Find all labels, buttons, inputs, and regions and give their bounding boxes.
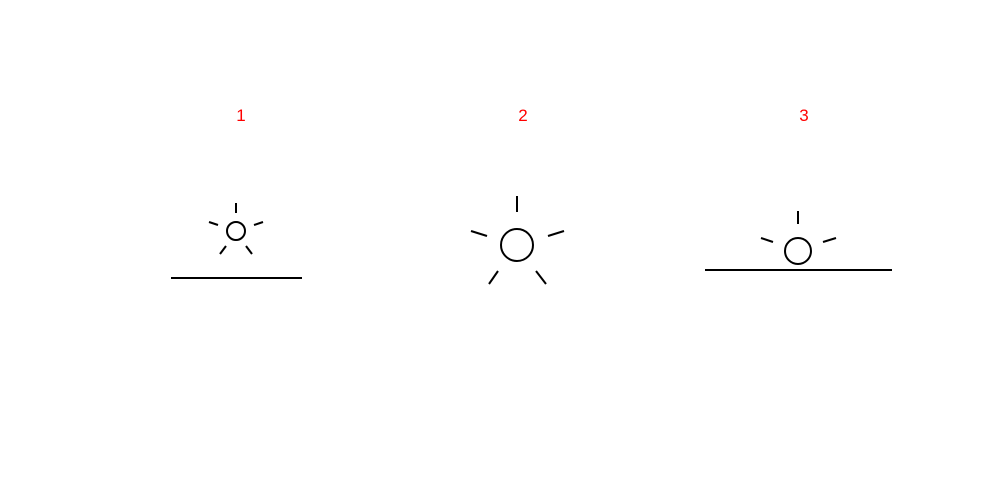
sun-disc [500,228,534,262]
panel-label-3: 3 [799,106,808,125]
sun-ray-bottom-right [535,270,547,285]
sun-icon [470,196,565,285]
sun-ray-bottom-left [488,270,499,285]
sun-icon [208,203,264,255]
sun-ray-left [208,221,219,226]
sun-disc [226,221,246,241]
panel-1: 1 [171,106,302,279]
sun-ray-bottom-right [245,245,253,255]
panel-label-1: 1 [236,106,245,125]
sun-disc [784,237,812,265]
sun-ray-bottom-left [219,245,227,255]
sun-ray-left [470,230,488,237]
sun-ray-right [822,237,837,243]
sun-ray-right [253,221,264,226]
sunrise-icon [760,211,837,265]
panel-3: 3 [705,106,892,271]
sun-ray-left [760,237,774,243]
panel-label-2: 2 [518,106,527,125]
panel-2: 2 [470,106,565,285]
sun-ray-right [547,230,565,237]
